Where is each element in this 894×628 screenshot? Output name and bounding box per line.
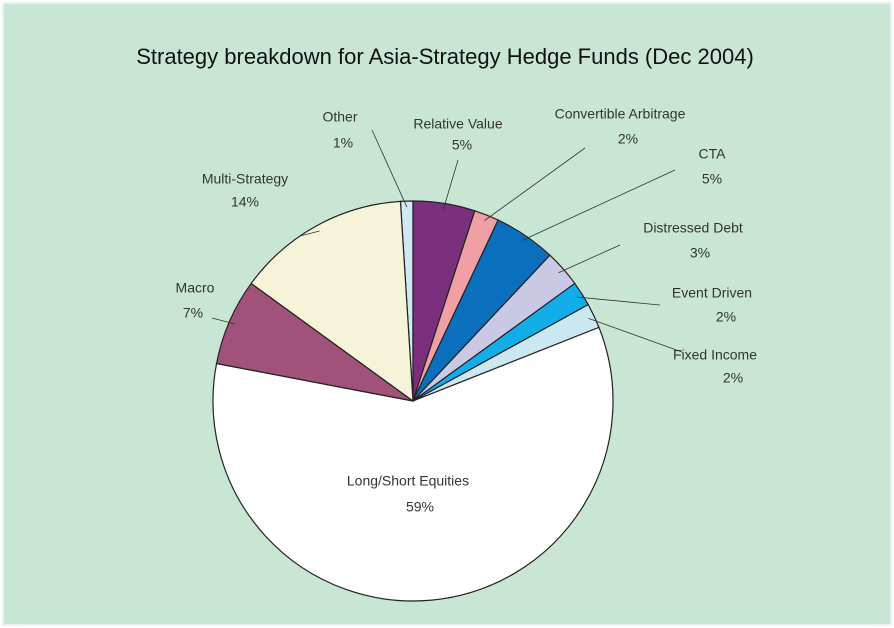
slice-value-label: 1% — [333, 135, 353, 151]
leader-line — [371, 129, 408, 208]
leader-line — [558, 244, 621, 274]
slice-label: Convertible Arbitrage — [555, 106, 686, 122]
pie-slice — [250, 200, 414, 403]
slice-value-label: 2% — [723, 370, 743, 386]
slice-label: Fixed Income — [673, 347, 757, 363]
slice-value-label: 2% — [618, 131, 638, 147]
slice-label: Distressed Debt — [643, 220, 743, 236]
slice-label: Event Driven — [672, 285, 752, 301]
slice-value-label: 3% — [690, 245, 710, 261]
slice-label: Multi-Strategy — [202, 171, 288, 187]
leader-line — [211, 317, 236, 325]
slice-label: Macro — [176, 280, 215, 296]
slice-value-label: 14% — [231, 194, 259, 210]
leader-line — [588, 318, 683, 353]
slice-value-label: 59% — [406, 499, 434, 515]
slice-label: Long/Short Equities — [347, 473, 469, 489]
slice-value-label: 2% — [716, 309, 736, 325]
slice-value-label: 5% — [702, 171, 722, 187]
slice-label: Other — [322, 109, 357, 125]
pie-slice — [212, 326, 614, 602]
leader-line — [484, 147, 586, 221]
chart-title: Strategy breakdown for Asia-Strategy Hed… — [136, 44, 754, 69]
slice-value-label: 5% — [452, 137, 472, 153]
slice-label: Relative Value — [413, 116, 502, 132]
leader-line — [299, 230, 320, 237]
leader-line — [521, 169, 676, 241]
leader-line — [576, 296, 661, 306]
leader-line — [442, 159, 459, 210]
slice-value-label: 7% — [183, 305, 203, 321]
slice-label: CTA — [699, 146, 727, 162]
